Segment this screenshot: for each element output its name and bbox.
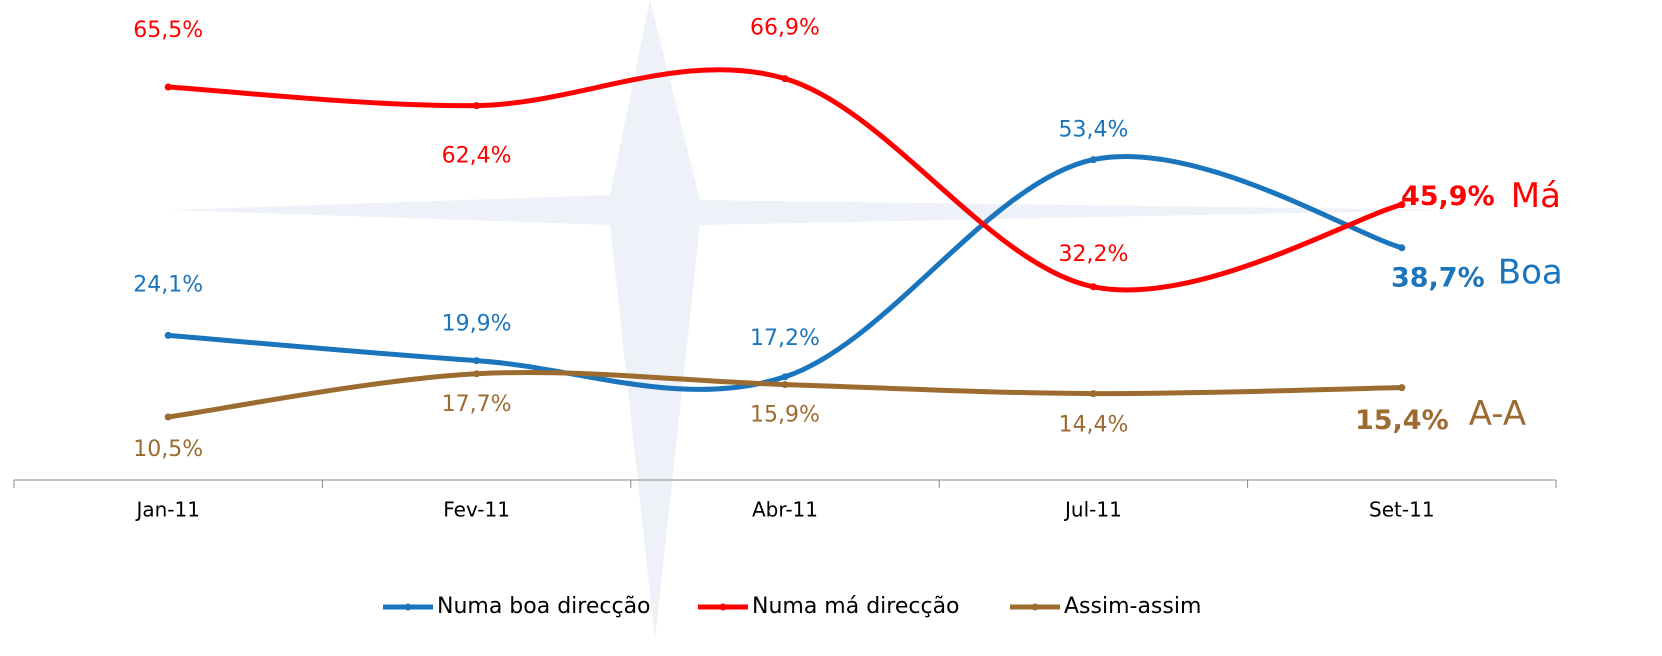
x-tick-label: Fev-11 bbox=[443, 498, 510, 522]
point bbox=[165, 332, 172, 339]
point bbox=[782, 75, 789, 82]
data-label: 38,7% bbox=[1391, 262, 1485, 293]
data-label: 17,2% bbox=[750, 326, 820, 351]
point bbox=[1398, 384, 1405, 391]
legend-marker bbox=[720, 604, 727, 611]
data-label: 19,9% bbox=[442, 312, 512, 337]
point bbox=[473, 102, 480, 109]
point bbox=[782, 381, 789, 388]
point bbox=[1090, 390, 1097, 397]
line bbox=[168, 70, 1402, 290]
point bbox=[1090, 156, 1097, 163]
data-label: 17,7% bbox=[442, 392, 512, 417]
end-label: Má bbox=[1511, 176, 1561, 216]
data-label: 15,4% bbox=[1355, 405, 1449, 436]
point bbox=[165, 414, 172, 421]
x-tick-label: Jan-11 bbox=[134, 498, 200, 522]
end-label: Boa bbox=[1498, 252, 1563, 292]
data-label: 45,9% bbox=[1401, 181, 1495, 212]
watermark bbox=[170, 0, 1450, 640]
end-label: A-A bbox=[1469, 394, 1526, 434]
data-label: 10,5% bbox=[133, 437, 203, 462]
point bbox=[473, 370, 480, 377]
data-label: 32,2% bbox=[1058, 242, 1128, 267]
point bbox=[473, 357, 480, 364]
legend-marker bbox=[1032, 604, 1039, 611]
data-label: 66,9% bbox=[750, 16, 820, 41]
point bbox=[1090, 283, 1097, 290]
legend-label: Numa má direcção bbox=[752, 594, 960, 619]
chart: Jan-11 Fev-11 Abr-11 Jul-11 Set-11 24,1% 19,9%… bbox=[0, 0, 1662, 656]
data-label: 14,4% bbox=[1058, 413, 1128, 438]
legend-label: Assim-assim bbox=[1064, 594, 1201, 619]
x-tick-label: Jul-11 bbox=[1063, 498, 1122, 522]
point bbox=[165, 84, 172, 91]
x-tick-label: Set-11 bbox=[1369, 498, 1435, 522]
data-label: 62,4% bbox=[442, 144, 512, 169]
data-label: 15,9% bbox=[750, 403, 820, 428]
point bbox=[1398, 244, 1405, 251]
data-label: 53,4% bbox=[1058, 118, 1128, 143]
legend-label: Numa boa direcção bbox=[437, 594, 651, 619]
legend-marker bbox=[405, 604, 412, 611]
x-tick-label: Abr-11 bbox=[752, 498, 818, 522]
data-label: 65,5% bbox=[133, 18, 203, 43]
point bbox=[782, 373, 789, 380]
data-label: 24,1% bbox=[133, 272, 203, 297]
